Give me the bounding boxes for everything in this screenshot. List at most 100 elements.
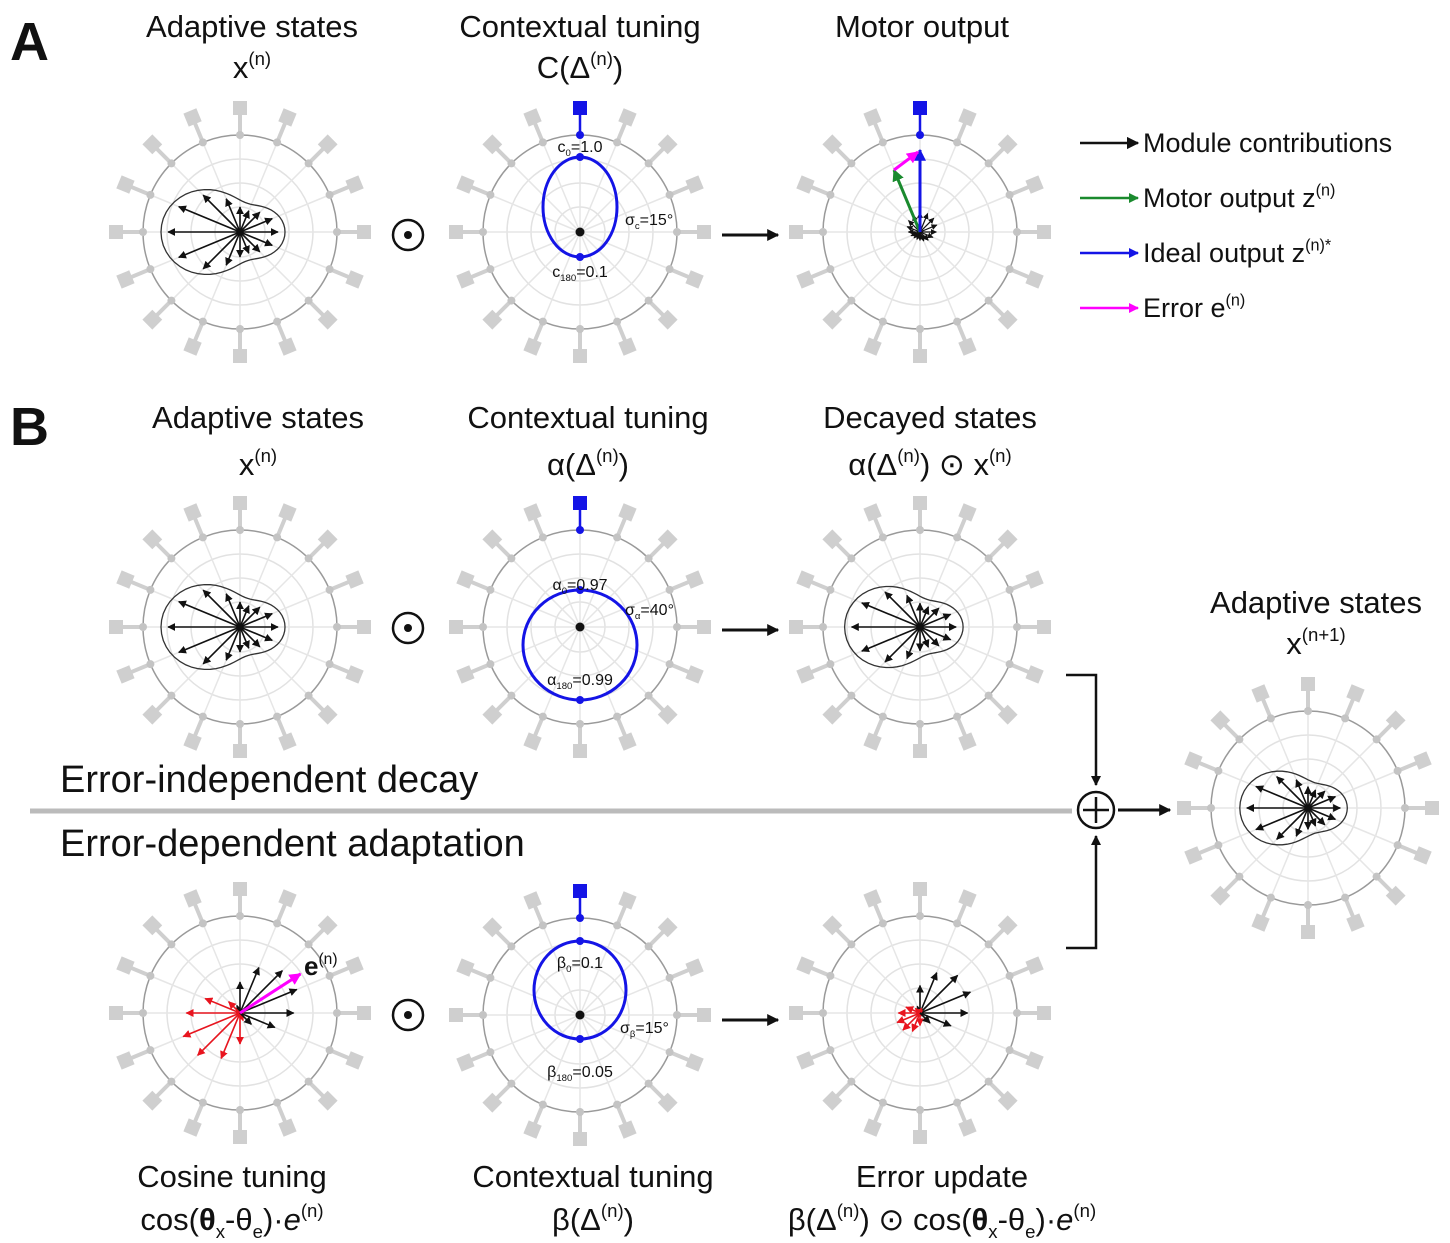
ring-dot xyxy=(273,1098,282,1107)
ring-dot xyxy=(538,1100,547,1109)
marker-square xyxy=(345,175,364,194)
ring-dot xyxy=(847,296,856,305)
polar-plot xyxy=(449,101,711,363)
arrow xyxy=(202,626,241,665)
marker-square xyxy=(796,270,815,289)
marker-square xyxy=(913,744,927,758)
marker-square xyxy=(1413,846,1432,865)
spoke xyxy=(579,945,650,1016)
ring-dot xyxy=(486,265,495,274)
text-part: =40° xyxy=(640,602,674,619)
text-part: Motor output z xyxy=(1143,183,1316,213)
ring-dot xyxy=(538,138,547,147)
text-part: β xyxy=(547,1064,556,1081)
arrow xyxy=(239,972,302,1015)
text-part: =0.97 xyxy=(567,577,608,594)
marker-square xyxy=(796,1051,815,1070)
marker-square xyxy=(482,1092,503,1113)
text-part: x xyxy=(1286,626,1302,661)
ring-dot xyxy=(1005,265,1014,274)
marker-square xyxy=(345,956,364,975)
spoke xyxy=(579,589,670,628)
text-part: Adaptive states xyxy=(146,9,358,44)
arrow xyxy=(1307,790,1326,809)
spoke xyxy=(850,231,921,302)
ring-dot xyxy=(644,159,653,168)
marker-square xyxy=(233,882,247,896)
ring-dot xyxy=(819,623,827,631)
spoke xyxy=(542,1014,581,1105)
ring-dot xyxy=(1393,841,1402,850)
ring-dot xyxy=(644,554,653,563)
ring-dot xyxy=(1372,872,1381,881)
marker-square xyxy=(1184,846,1203,865)
marker-square xyxy=(345,570,364,589)
marker-square xyxy=(997,915,1018,936)
ring-dot xyxy=(198,919,207,928)
odot xyxy=(391,218,425,252)
text-part: ) ⊙ cos( xyxy=(859,1202,972,1237)
marker-square xyxy=(1346,913,1365,932)
state-outline xyxy=(160,188,286,276)
spoke xyxy=(579,537,618,628)
ring-dot xyxy=(486,973,495,982)
marker-square xyxy=(1037,1006,1051,1020)
spoke xyxy=(510,945,581,1016)
marker-square xyxy=(1413,751,1432,770)
ring-dot xyxy=(644,296,653,305)
arrow xyxy=(919,1012,952,1027)
spoke xyxy=(542,626,581,717)
title: Contextual tuning xyxy=(459,9,700,44)
ring-dot xyxy=(984,1077,993,1086)
text-part: c xyxy=(635,221,640,232)
odot xyxy=(391,998,425,1032)
state-outline xyxy=(160,583,286,671)
arrow xyxy=(225,231,241,266)
spoke xyxy=(579,231,618,322)
ring-dot xyxy=(486,1048,495,1057)
marker-square xyxy=(142,134,163,155)
text-part: )· xyxy=(1036,1202,1057,1237)
marker-square xyxy=(913,101,927,115)
subtitle: β(Δ(n)) ⊙ cos(θx-θe)·e(n) xyxy=(788,1200,1096,1242)
marker-square xyxy=(523,337,542,356)
ring-dot xyxy=(486,190,495,199)
polar-plot xyxy=(789,496,1051,758)
text-part: 180 xyxy=(556,1073,572,1084)
marker-square xyxy=(1301,677,1315,691)
ring-dot xyxy=(236,131,244,139)
marker-square xyxy=(482,134,503,155)
text-part: 0 xyxy=(566,148,571,159)
marker-square xyxy=(997,529,1018,550)
polar-plot xyxy=(109,101,371,363)
spoke xyxy=(542,231,581,322)
text-part: x xyxy=(233,50,249,85)
spoke xyxy=(579,162,650,233)
text-part: cos( xyxy=(140,1202,199,1237)
text-part: =15° xyxy=(640,212,674,229)
arrow xyxy=(239,217,273,233)
ring-dot xyxy=(167,554,176,563)
ring-dot xyxy=(878,1098,887,1107)
ring-dot xyxy=(333,1009,341,1017)
arrow xyxy=(892,168,922,233)
ring-dot xyxy=(613,533,622,542)
ring-dot xyxy=(198,712,207,721)
marker-square xyxy=(657,917,678,938)
arrow xyxy=(919,974,959,1014)
text-part: 180 xyxy=(560,273,576,284)
text-part: Cosine tuning xyxy=(137,1159,327,1194)
ring-dot xyxy=(953,317,962,326)
ring-dot xyxy=(333,623,341,631)
arrow xyxy=(239,606,261,628)
ring-dot xyxy=(576,325,584,333)
marker-square xyxy=(697,225,711,239)
marker-square xyxy=(685,1053,704,1072)
legend-label: Module contributions xyxy=(1143,128,1392,158)
text-part: β xyxy=(557,955,566,972)
arrow xyxy=(1307,807,1317,827)
curve-dot xyxy=(576,937,584,945)
arrow xyxy=(902,1012,921,1031)
text-part: ) xyxy=(619,447,629,482)
